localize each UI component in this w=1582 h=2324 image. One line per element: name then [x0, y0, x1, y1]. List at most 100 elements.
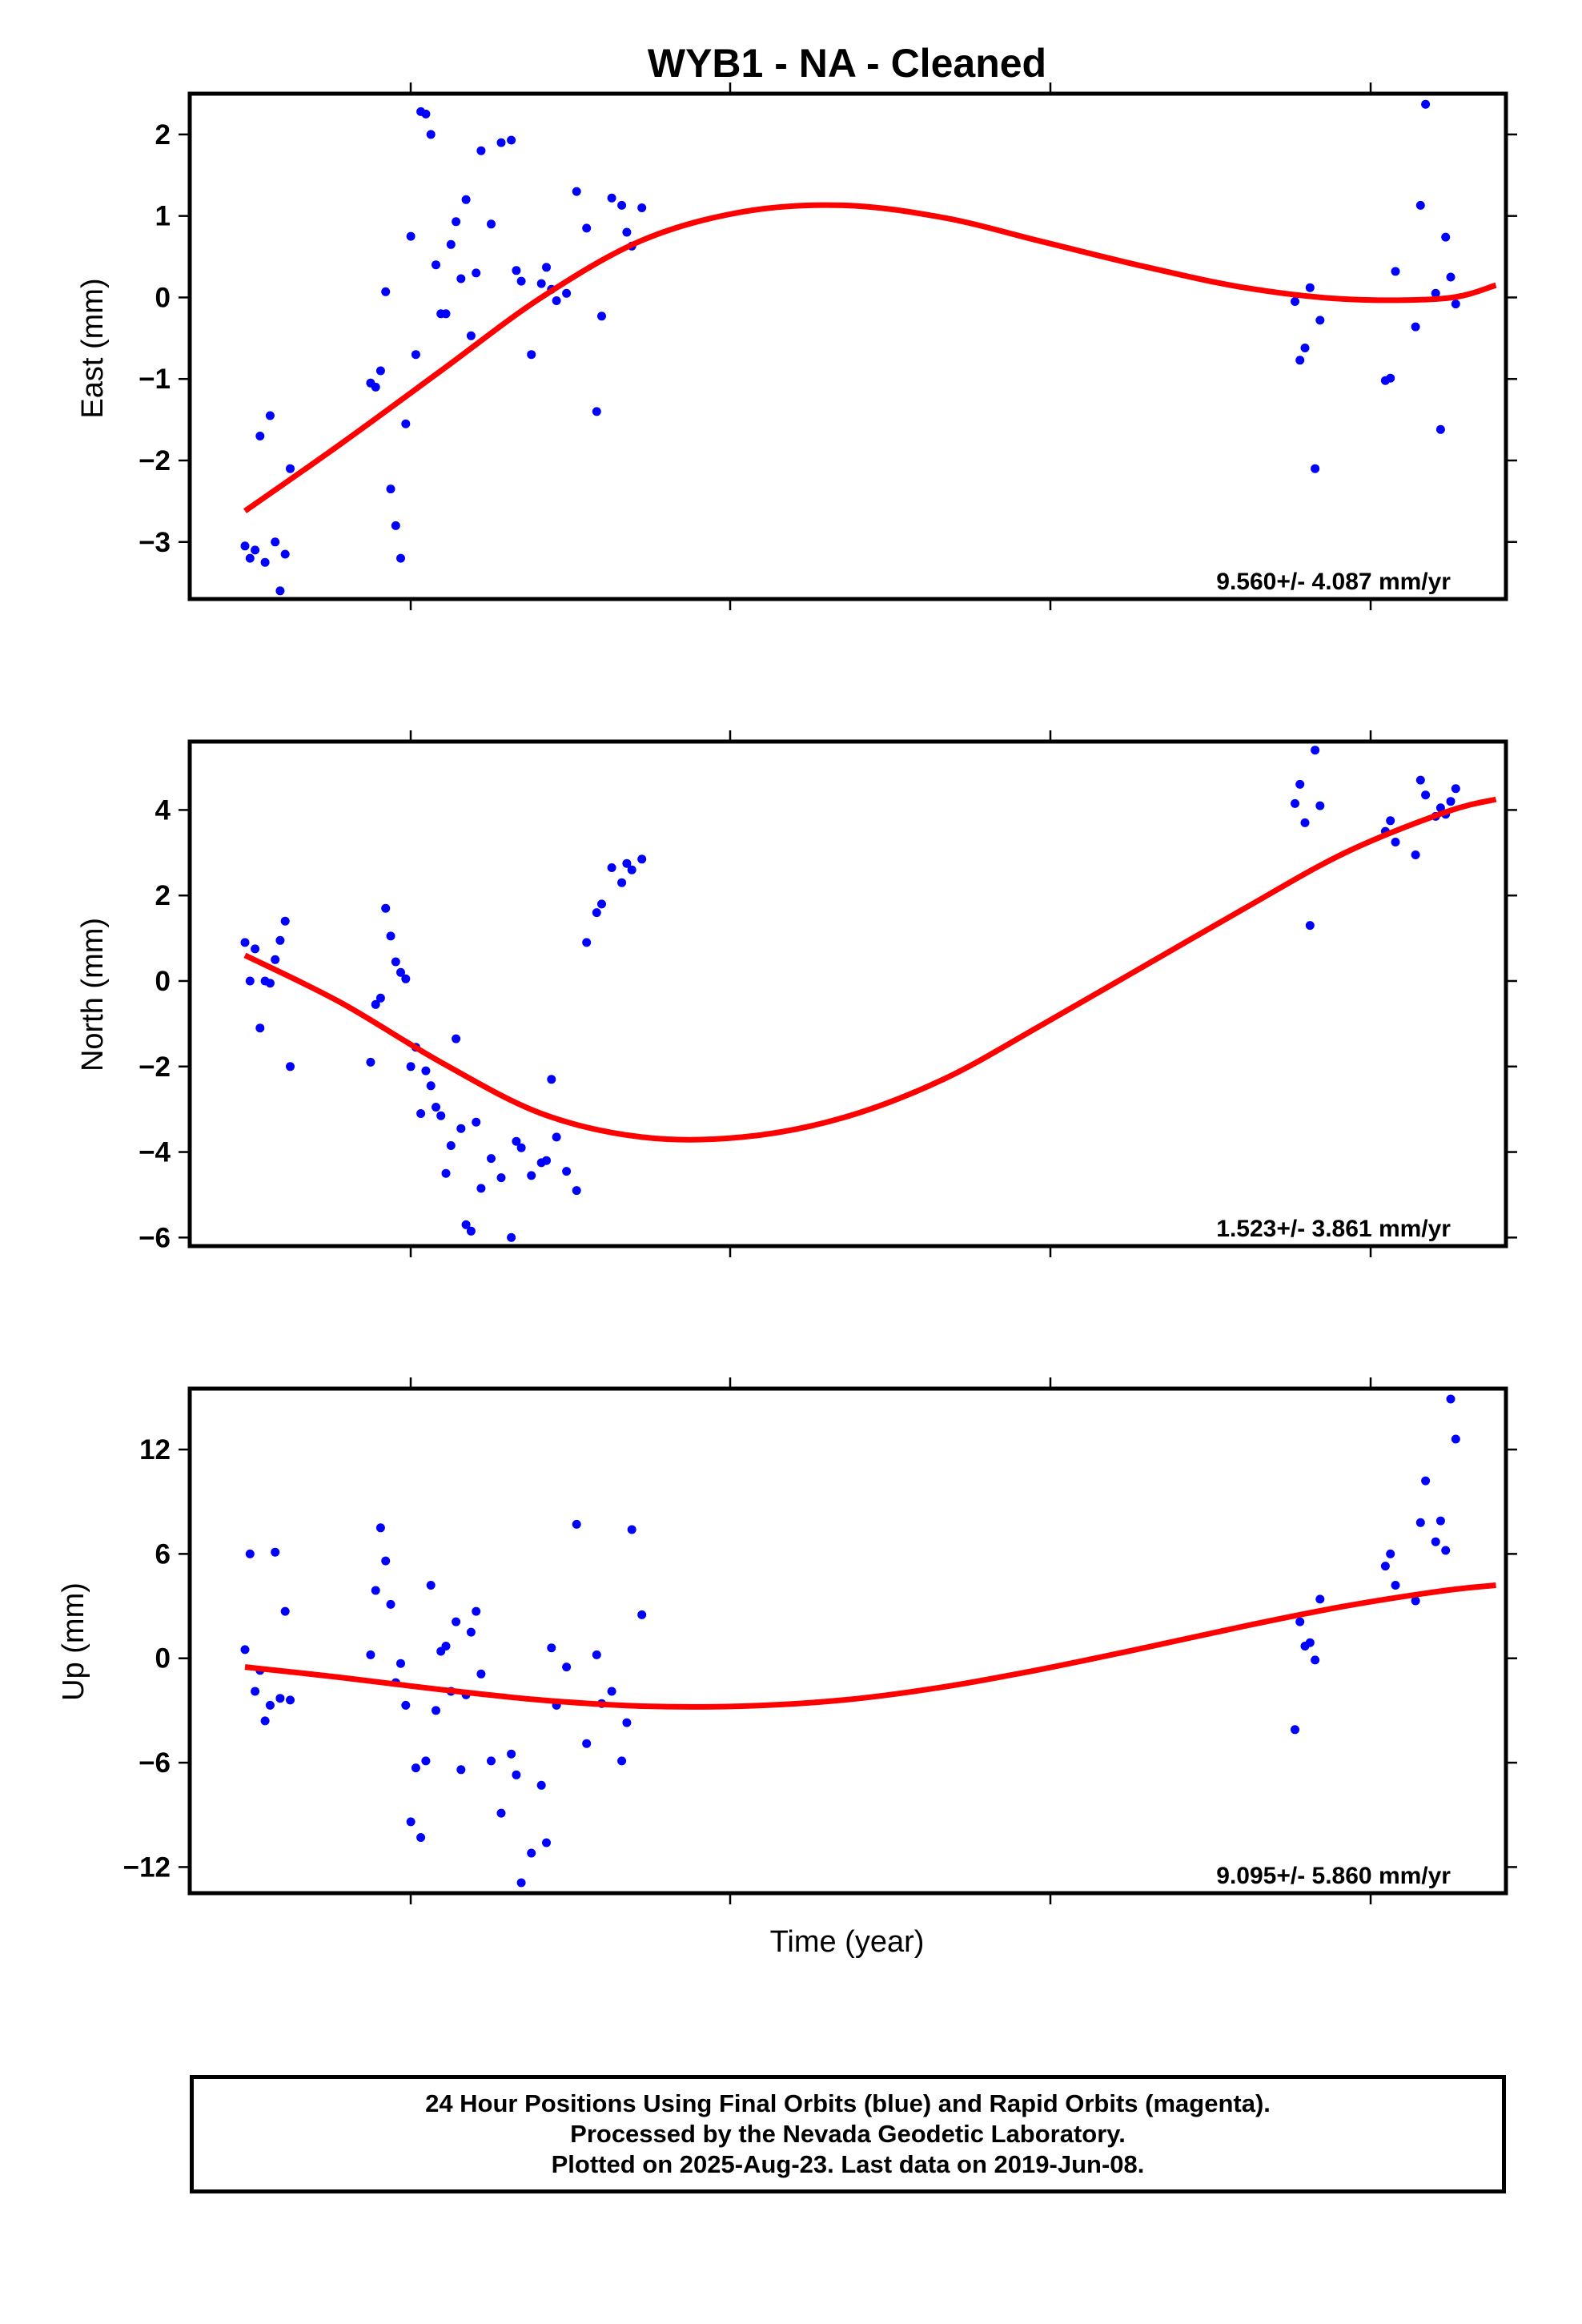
east-data-point [286, 464, 295, 473]
north-data-point [547, 1075, 556, 1084]
north-data-point [280, 916, 290, 926]
up-data-point [536, 1780, 546, 1790]
east-data-point [426, 130, 436, 139]
east-data-point [542, 263, 551, 272]
east-panel: −3 −2 −1 0 1 2 East (mm) 9.560+/- 4.087 mm/yr [76, 82, 1517, 610]
north-data-point [507, 1232, 516, 1242]
east-data-point [617, 200, 627, 210]
up-data-point [487, 1756, 496, 1766]
north-data-point [1421, 790, 1431, 800]
up-fit-curve [244, 1582, 1496, 1710]
up-data-point [1391, 1581, 1400, 1590]
up-data-point [512, 1770, 521, 1779]
north-data-point [562, 1167, 572, 1176]
east-data-point [446, 239, 456, 249]
east-data-point [1451, 300, 1460, 309]
up-data-point [432, 1706, 440, 1715]
east-data-point [607, 193, 616, 203]
up-data-point [401, 1700, 411, 1710]
east-data-point [516, 276, 526, 286]
east-data-point [396, 553, 405, 563]
up-rate-label: 9.095+/- 5.860 mm/yr [1216, 1863, 1451, 1889]
north-data-point [426, 1081, 436, 1091]
up-data-point [592, 1650, 601, 1659]
north-data-point [637, 854, 647, 864]
up-panel: −12 −6 0 6 12 Up (mm) 9.095+/- 5.860 mm/yr [57, 1377, 1517, 1904]
north-data-point [406, 1062, 416, 1072]
north-data-point [441, 1168, 451, 1178]
east-data-point [496, 138, 506, 147]
east-data-point [461, 195, 471, 204]
up-data-point [396, 1659, 405, 1668]
up-data-point [542, 1838, 551, 1848]
east-data-point [452, 217, 461, 227]
east-data-point [1391, 267, 1400, 276]
up-data-point [406, 1817, 416, 1827]
up-plot-area: −12 −6 0 6 12 [123, 1377, 1517, 1904]
north-data-point [436, 1111, 446, 1120]
east-data-point [1441, 232, 1451, 242]
north-ytick-label: 2 [155, 880, 171, 911]
up-data-point [1421, 1476, 1431, 1486]
east-data-point [381, 287, 391, 296]
east-data-point [476, 146, 486, 155]
east-data-point [536, 279, 546, 288]
up-data-point [452, 1617, 461, 1626]
east-data-point [1421, 99, 1431, 109]
east-data-point [507, 135, 516, 145]
north-data-point [452, 1034, 461, 1043]
north-data-point [446, 1141, 456, 1150]
up-data-point [1431, 1537, 1440, 1546]
up-data-point [416, 1833, 426, 1842]
north-data-point [416, 1109, 426, 1118]
east-data-point [240, 541, 250, 551]
north-rate-label: 1.523+/- 3.861 mm/yr [1216, 1216, 1451, 1242]
north-data-point [286, 1062, 295, 1072]
north-data-point [1315, 801, 1325, 810]
east-data-point [1411, 322, 1420, 332]
north-data-point [622, 858, 632, 868]
up-data-point [582, 1739, 592, 1748]
up-data-point [1411, 1596, 1420, 1606]
east-data-point [441, 309, 451, 319]
north-ytick-label: −4 [139, 1137, 171, 1168]
east-data-point [1291, 297, 1299, 306]
up-data-point [516, 1878, 526, 1888]
caption-line: 24 Hour Positions Using Final Orbits (bl… [425, 2089, 1271, 2117]
north-data-point [516, 1143, 526, 1152]
north-data-point [275, 935, 285, 945]
up-data-point [466, 1627, 476, 1637]
east-data-point [251, 545, 260, 555]
up-points [240, 1394, 1460, 1888]
up-data-point [441, 1642, 451, 1651]
north-data-point [1411, 850, 1420, 859]
east-ylabel: East (mm) [76, 278, 110, 418]
north-data-point [617, 878, 627, 887]
north-data-point [542, 1156, 551, 1165]
north-data-point [1435, 803, 1445, 813]
up-data-point [366, 1650, 375, 1659]
north-data-point [245, 976, 255, 986]
east-data-point [552, 296, 561, 305]
north-data-point [487, 1154, 496, 1164]
up-data-point [1305, 1638, 1315, 1647]
east-data-point [1311, 464, 1320, 473]
east-frame [187, 91, 1508, 601]
north-ytick-label: −6 [139, 1222, 171, 1253]
up-data-point [386, 1599, 396, 1609]
north-data-point [1446, 797, 1456, 806]
north-data-point [375, 993, 385, 1003]
east-data-point [280, 549, 290, 559]
up-ytick-label: 6 [155, 1538, 171, 1570]
up-data-point [1386, 1549, 1395, 1558]
east-fit-curve [243, 202, 1497, 513]
up-data-point [375, 1523, 385, 1533]
east-data-point [406, 231, 416, 241]
east-data-point [597, 312, 606, 321]
east-ytick-label: −1 [139, 364, 171, 395]
up-ytick-label: −12 [123, 1852, 171, 1883]
up-data-point [607, 1687, 616, 1696]
north-data-point [401, 974, 411, 983]
up-data-point [572, 1519, 581, 1529]
north-data-point [1311, 746, 1320, 755]
